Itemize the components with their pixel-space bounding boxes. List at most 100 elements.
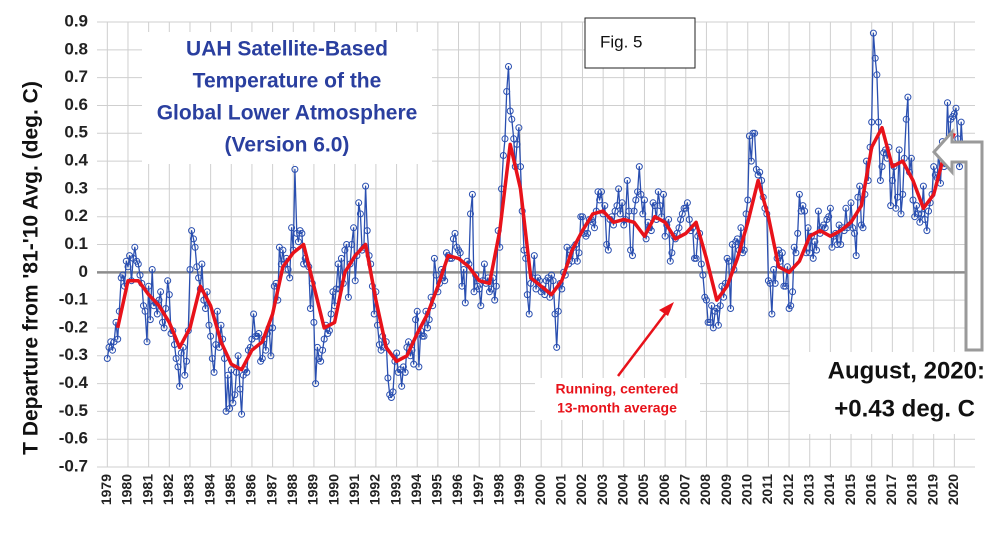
x-tick-label: 1981 <box>139 474 155 505</box>
data-point <box>856 182 864 190</box>
title-line: (Version 6.0) <box>225 134 350 157</box>
data-point <box>811 238 819 246</box>
data-point <box>842 204 850 212</box>
data-point <box>124 263 132 271</box>
x-tick-label: 1999 <box>511 474 527 505</box>
labels: 1979 1980 1981 1982 1983 1984 1985 1986 1987 1988… <box>59 11 961 505</box>
data-point <box>181 371 189 379</box>
data-point <box>477 302 485 310</box>
data-point <box>262 346 270 354</box>
data-point <box>503 88 511 95</box>
data-point <box>363 227 371 235</box>
data-point <box>902 115 910 123</box>
data-point <box>813 246 820 254</box>
data-point <box>148 266 156 273</box>
data-point <box>401 368 409 376</box>
annotation-box <box>535 378 700 420</box>
annotation-arrow <box>617 309 669 377</box>
data-point <box>317 357 325 365</box>
data-point <box>615 185 623 193</box>
data-point <box>460 266 468 273</box>
data-point <box>207 332 215 340</box>
data-point <box>787 302 795 310</box>
data-point <box>294 238 302 246</box>
data-point <box>596 196 604 204</box>
data-point <box>907 154 915 162</box>
data-point <box>923 227 931 235</box>
data-point <box>213 307 221 315</box>
data-point <box>153 310 161 318</box>
data-point <box>766 279 774 287</box>
x-tick-label: 2009 <box>718 474 734 505</box>
y-tick-label: -0.5 <box>59 401 88 420</box>
data-point <box>291 165 299 173</box>
data-point <box>350 224 358 232</box>
x-tick-label: 2019 <box>924 474 940 505</box>
x-tick-label: 2014 <box>821 474 837 505</box>
data-point <box>320 335 328 343</box>
data-point <box>456 249 464 257</box>
x-tick-label: 2007 <box>676 474 692 505</box>
y-tick-label: -0.6 <box>59 429 88 448</box>
x-tick-label: 2002 <box>573 474 589 505</box>
data-point <box>119 271 127 279</box>
data-point <box>492 282 500 290</box>
data-point <box>523 291 531 299</box>
y-tick-label: 0.7 <box>64 67 88 86</box>
data-point <box>451 229 459 237</box>
y-tick-label: 0.1 <box>64 234 88 253</box>
data-point <box>579 213 586 221</box>
data-point <box>851 229 859 237</box>
x-tick-label: 2003 <box>594 474 610 505</box>
data-point <box>145 282 153 290</box>
data-point <box>904 93 912 101</box>
data-point <box>505 63 512 70</box>
data-point <box>114 335 122 343</box>
data-point <box>756 168 764 176</box>
data-point <box>833 241 841 248</box>
data-point <box>389 388 397 396</box>
data-point <box>913 202 920 210</box>
data-point <box>190 235 197 243</box>
x-tick-label: 1986 <box>243 474 259 505</box>
data-point <box>224 371 232 379</box>
data-point <box>598 188 605 196</box>
data-point <box>871 54 879 62</box>
data-point <box>573 257 581 265</box>
y-tick-label: -0.3 <box>59 345 88 364</box>
data-point <box>195 274 203 282</box>
data-point <box>795 190 803 198</box>
data-point <box>894 193 901 201</box>
data-point <box>699 271 707 279</box>
data-point <box>868 118 876 126</box>
callout-box <box>790 352 990 434</box>
figure-label: Fig. 5 <box>600 32 643 51</box>
data-point <box>637 190 645 198</box>
y-tick-label: -0.1 <box>59 290 88 309</box>
data-point <box>530 252 538 260</box>
x-tick-label: 1992 <box>367 474 383 505</box>
title-line: Global Lower Atmosphere <box>157 102 418 125</box>
data-point <box>768 310 776 318</box>
data-point <box>334 260 342 268</box>
data-point <box>930 163 938 171</box>
data-point <box>876 177 884 184</box>
data-point <box>852 252 860 260</box>
data-point <box>532 285 540 293</box>
x-tick-label: 1983 <box>181 474 197 505</box>
data-point <box>575 249 583 257</box>
data-point <box>956 163 963 171</box>
data-point <box>747 157 755 165</box>
data-point <box>553 343 561 351</box>
data-point <box>591 224 598 232</box>
data-point <box>348 241 356 248</box>
x-tick-label: 1991 <box>346 474 362 505</box>
data-point <box>825 213 833 221</box>
data-point <box>337 254 345 262</box>
data-point <box>641 196 648 204</box>
data-point <box>255 330 263 337</box>
data-point <box>267 352 275 360</box>
y-tick-label: -0.4 <box>59 373 89 392</box>
data-point <box>616 210 624 218</box>
figure-label-box <box>584 17 696 69</box>
